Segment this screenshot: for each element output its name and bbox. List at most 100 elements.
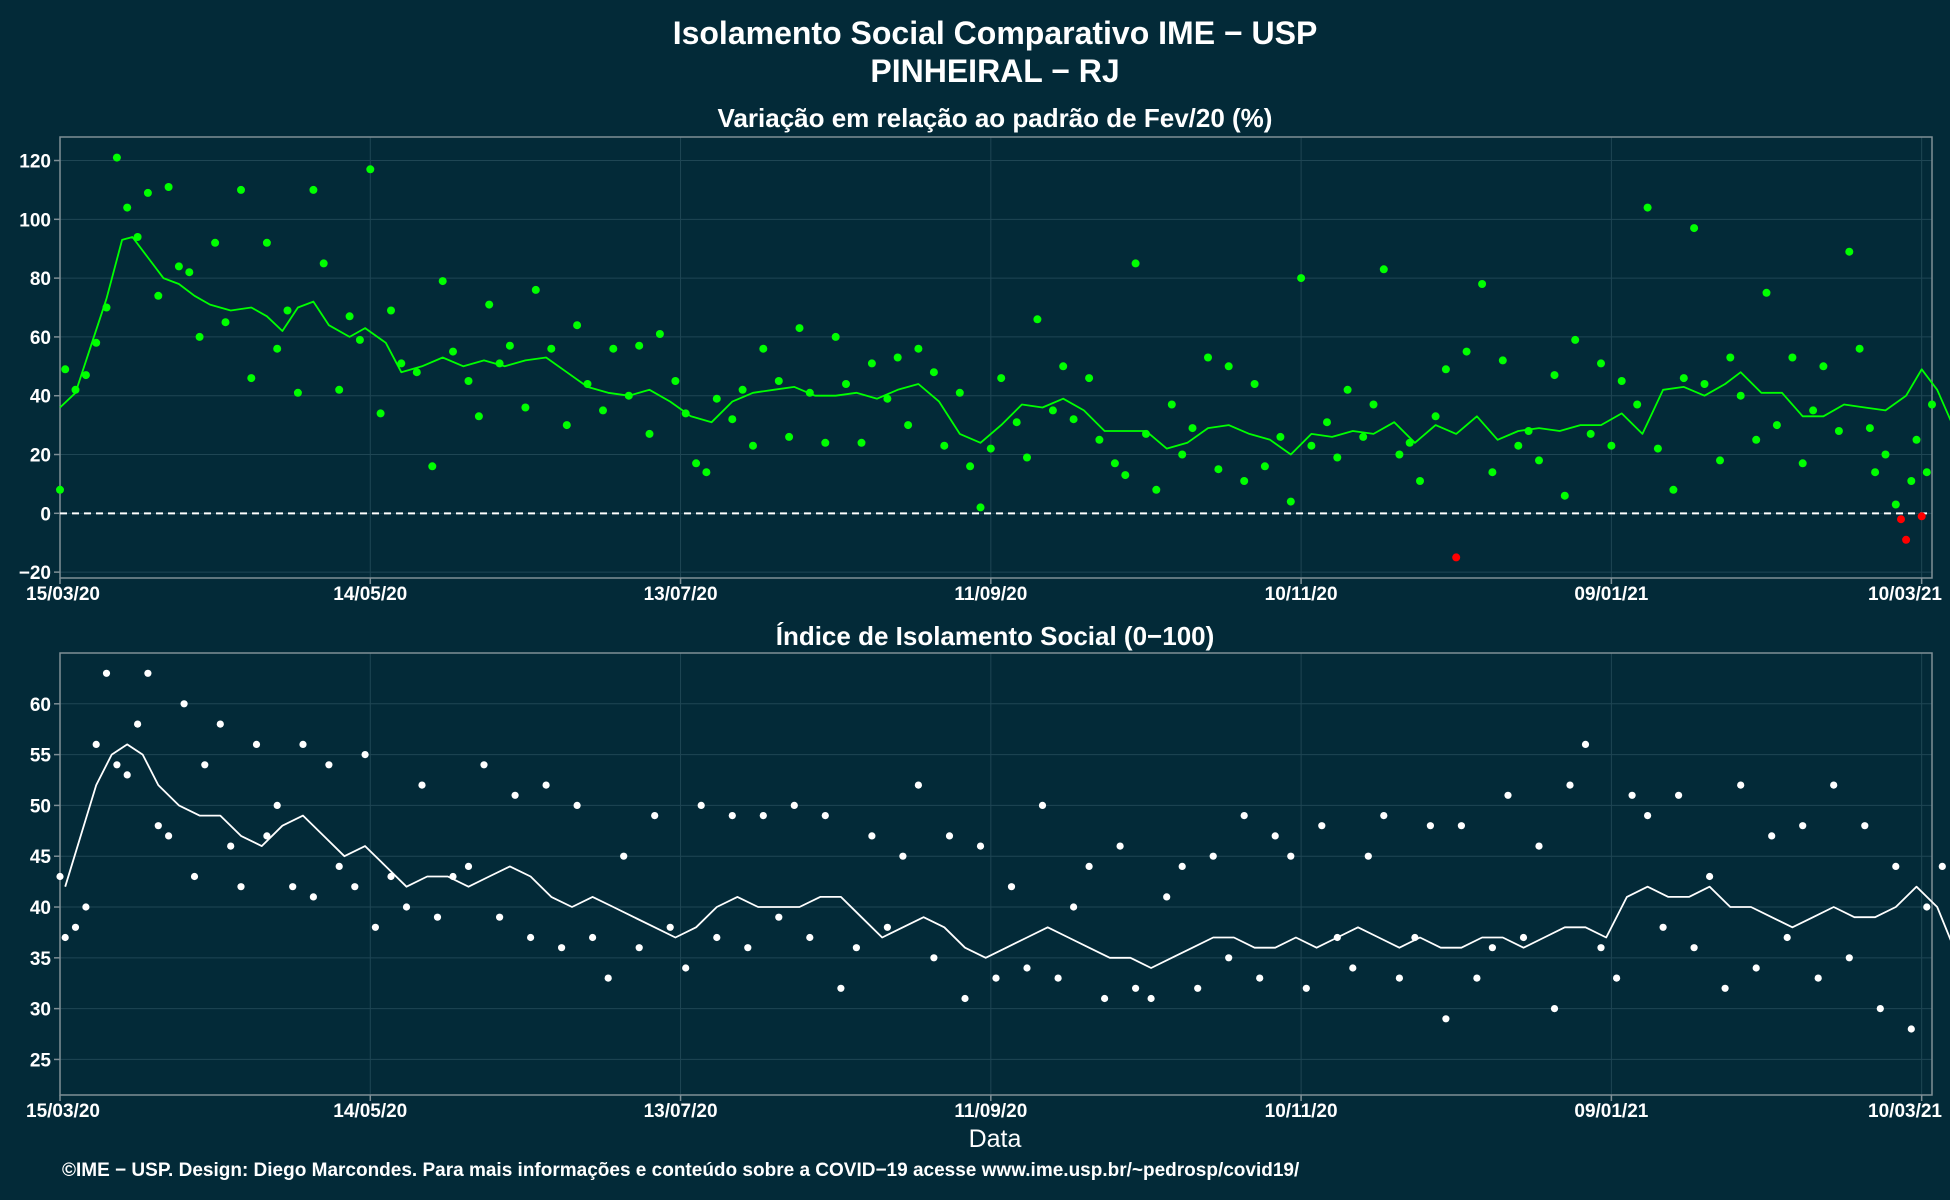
data-point — [1690, 224, 1699, 233]
data-point — [589, 933, 597, 942]
data-point — [309, 893, 317, 901]
data-point — [806, 933, 814, 942]
data-point — [56, 485, 64, 494]
data-point — [1659, 923, 1667, 931]
data-point — [1349, 964, 1357, 972]
data-point — [599, 406, 607, 415]
data-point — [1633, 400, 1642, 409]
data-point — [309, 185, 318, 194]
data-point — [1240, 477, 1249, 485]
data-point — [376, 409, 385, 418]
data-point — [262, 238, 271, 247]
data-point — [930, 954, 938, 962]
panel-title: Variação em relação ao padrão de Fev/20 … — [718, 103, 1273, 133]
data-point — [1225, 954, 1233, 962]
data-point — [1395, 450, 1404, 459]
data-point — [1706, 872, 1714, 881]
data-point — [1679, 374, 1688, 383]
x-tick-label: 11/09/20 — [954, 584, 1027, 605]
data-point — [174, 262, 183, 271]
x-tick-label: 09/01/21 — [1574, 584, 1648, 605]
data-point — [496, 913, 504, 921]
data-point — [1762, 288, 1771, 297]
data-point — [609, 344, 618, 353]
data-point — [899, 852, 907, 860]
data-point — [418, 781, 426, 789]
data-point — [1178, 862, 1186, 871]
data-point — [1669, 485, 1678, 494]
x-tick-label: 09/01/21 — [1574, 1101, 1648, 1122]
main-title: Isolamento Social Comparativo IME − USP — [673, 15, 1318, 51]
data-point — [180, 700, 188, 708]
data-point — [113, 761, 121, 769]
data-point — [1617, 377, 1626, 385]
data-point — [1571, 335, 1580, 344]
data-point — [1023, 453, 1031, 462]
data-point — [1535, 456, 1543, 465]
data-point — [1788, 353, 1797, 362]
data-point — [1441, 365, 1450, 374]
data-point — [562, 421, 571, 430]
data-point — [56, 872, 64, 881]
data-point — [976, 503, 985, 512]
data-point — [221, 318, 230, 327]
x-tick-label: 11/09/20 — [954, 1101, 1027, 1122]
data-point — [211, 238, 220, 247]
data-point — [1048, 406, 1057, 415]
data-point — [1865, 424, 1874, 433]
data-point — [1891, 500, 1900, 509]
data-point — [1286, 497, 1295, 506]
x-tick-label: 13/07/20 — [644, 584, 718, 605]
data-point — [1462, 347, 1471, 356]
y-tick-label: −20 — [19, 563, 51, 584]
data-point — [397, 359, 406, 368]
data-point — [387, 872, 395, 881]
data-point — [1907, 477, 1916, 485]
data-point — [61, 365, 70, 374]
data-point — [319, 259, 328, 268]
data-point — [1070, 903, 1078, 911]
data-point — [1379, 265, 1388, 274]
y-tick-label: 45 — [30, 847, 52, 868]
data-point — [785, 432, 794, 441]
data-point — [371, 923, 379, 931]
data-point — [744, 944, 752, 952]
data-point — [474, 412, 483, 421]
y-tick-label: 0 — [40, 504, 51, 525]
data-point — [1426, 822, 1434, 830]
data-point — [227, 842, 235, 850]
data-point — [914, 781, 923, 789]
data-point — [1488, 944, 1496, 952]
moving-average-line — [59, 236, 1950, 456]
data-point — [527, 933, 535, 942]
data-point — [738, 385, 747, 394]
data-point — [1095, 435, 1104, 444]
data-point — [1892, 862, 1900, 871]
data-point — [795, 324, 804, 333]
data-point — [1897, 515, 1905, 524]
data-point — [774, 377, 783, 385]
data-point — [837, 984, 845, 992]
data-point — [133, 233, 142, 241]
data-point — [289, 883, 297, 891]
data-point — [713, 933, 721, 942]
data-point — [81, 371, 90, 380]
data-point — [1178, 450, 1187, 459]
x-tick-label: 14/05/20 — [333, 1101, 407, 1122]
y-tick-label: 80 — [30, 269, 51, 290]
data-point — [635, 944, 643, 952]
data-point — [1333, 453, 1342, 462]
data-point — [1675, 791, 1683, 799]
data-point — [1917, 512, 1926, 521]
data-point — [1297, 274, 1306, 283]
data-point — [1085, 862, 1093, 871]
data-point — [1700, 380, 1709, 388]
data-point — [299, 740, 307, 749]
data-point — [71, 923, 80, 931]
data-point — [82, 903, 90, 911]
data-point — [1498, 356, 1507, 365]
data-point — [1613, 974, 1621, 982]
data-point — [620, 852, 628, 860]
data-point — [1830, 781, 1838, 789]
